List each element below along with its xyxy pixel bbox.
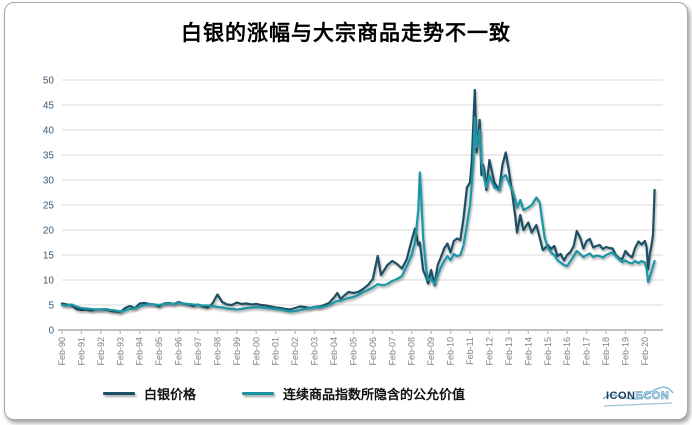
x-tick-label: Feb-05 (348, 337, 358, 366)
x-tick-label: Feb-90 (57, 337, 67, 366)
x-tick-label: Feb-18 (601, 337, 611, 366)
logo-part-econ: ECON (635, 390, 670, 403)
y-tick-label: 5 (48, 301, 54, 312)
x-tick-label: Feb-20 (640, 337, 650, 366)
x-tick-label: Feb-93 (115, 337, 125, 366)
legend-item-fair-value: 连续商品指数所隐含的公允价值 (242, 384, 465, 403)
x-tick-label: Feb-11 (465, 337, 475, 365)
x-tick-label: Feb-06 (368, 337, 378, 366)
chart-title: 白银的涨幅与大宗商品走势不一致 (181, 22, 511, 45)
x-tick-label: Feb-08 (407, 337, 417, 366)
x-tick-label: Feb-14 (523, 337, 533, 366)
legend-line-swatch-fair-value (242, 392, 274, 395)
y-tick-label: 35 (43, 151, 55, 162)
x-tick-label: Feb-99 (232, 337, 242, 366)
x-tick-label: Feb-12 (484, 337, 494, 366)
x-tick-label: Feb-01 (271, 337, 281, 366)
y-tick-label: 30 (43, 176, 55, 187)
legend-label-silver: 白银价格 (143, 387, 196, 402)
x-tick-label: Feb-97 (193, 337, 203, 366)
series-line-fair-value (60, 116, 656, 313)
y-tick-label: 25 (43, 201, 55, 212)
x-tick-label: Feb-16 (562, 337, 572, 366)
chart-legend: 白银价格 连续商品指数所隐含的公允价值 (0, 384, 625, 403)
x-tick-label: Feb-94 (135, 337, 145, 366)
iconecon-logo: ICONECON (602, 385, 674, 409)
x-tick-label: Feb-00 (251, 337, 261, 366)
y-tick-label: 10 (43, 276, 55, 287)
y-tick-label: 45 (43, 101, 55, 112)
y-tick-label: 20 (43, 226, 55, 237)
x-tick-label: Feb-19 (620, 337, 630, 366)
x-tick-label: Feb-04 (329, 337, 339, 366)
y-tick-label: 0 (48, 326, 54, 337)
chart-card: 白银的涨幅与大宗商品走势不一致 0 5 10 15 20 25 30 35 40 45 50 Feb-… (4, 2, 688, 420)
x-tick-label: Feb-96 (174, 337, 184, 366)
x-tick-label: Feb-07 (387, 337, 397, 366)
x-tick-label: Feb-10 (446, 337, 456, 366)
x-tick-label: Feb-02 (290, 337, 300, 366)
series-line-silver-price (60, 88, 656, 314)
logo-wave-icon (602, 386, 674, 407)
logo-text: ICONECON (606, 390, 670, 403)
x-axis: Feb-90 Feb-91 Feb-92 Feb-93 Feb-94 Feb-95 Feb-… (57, 329, 663, 366)
y-tick-label: 50 (43, 76, 55, 87)
x-tick-label: Feb-15 (543, 337, 553, 366)
x-tick-label: Feb-03 (310, 337, 320, 366)
x-tick-label: Feb-17 (582, 337, 592, 366)
logo-part-icon: ICON (606, 390, 636, 402)
x-tick-label: Feb-91 (76, 337, 86, 366)
legend-item-silver-price: 白银价格 (102, 384, 196, 403)
x-tick-label: Feb-92 (96, 337, 106, 366)
legend-line-swatch-silver (102, 392, 135, 395)
x-tick-label: Feb-09 (426, 337, 436, 366)
y-tick-label: 15 (43, 251, 55, 262)
x-tick-label: Feb-13 (504, 337, 514, 366)
x-tick-label: Feb-95 (154, 337, 164, 366)
x-tick-label: Feb-98 (212, 337, 222, 366)
legend-label-fair-value: 连续商品指数所隐含的公允价值 (283, 387, 466, 402)
y-tick-label: 40 (43, 126, 55, 137)
